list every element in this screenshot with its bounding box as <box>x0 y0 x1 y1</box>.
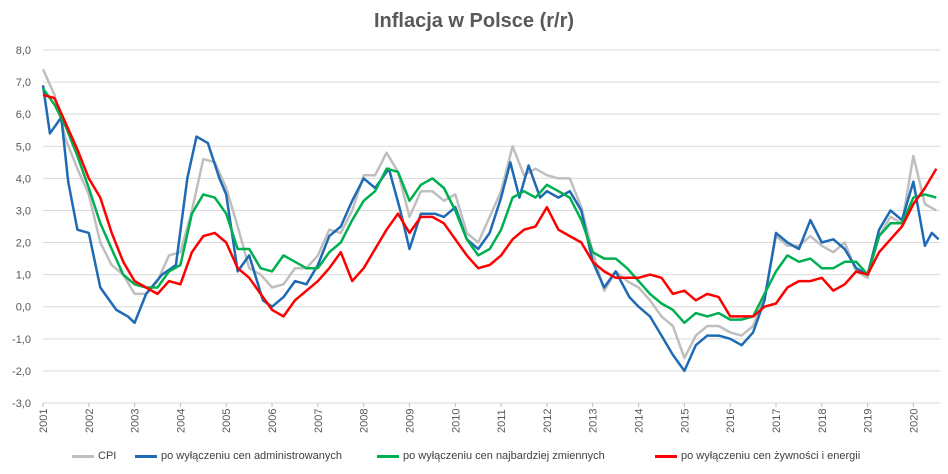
y-tick-label: -2,0 <box>12 366 31 378</box>
series-line-po-wylaczeniu-cen-zywnosci-i-energii <box>42 93 938 318</box>
x-tick-label: 2011 <box>496 409 508 433</box>
legend-item-volatile: po wyłączeniu cen najbardziej zmiennych <box>377 450 605 462</box>
x-tick-label: 2020 <box>908 409 920 433</box>
chart-title: Inflacja w Polsce (r/r) <box>373 10 575 32</box>
x-tick-label: 2013 <box>588 409 600 433</box>
y-tick-label: 2,0 <box>16 238 31 250</box>
x-tick-label: 2001 <box>38 409 50 433</box>
x-tick-label: 2004 <box>175 409 187 433</box>
y-tick-label: 5,0 <box>16 141 31 153</box>
x-tick-label: 2002 <box>84 409 96 433</box>
series-line-po-wylaczeniu-cen-administrowanych <box>41 85 940 373</box>
x-tick-label: 2012 <box>542 409 554 433</box>
y-axis-tick-labels: 8,0 7,0 6,0 5,0 4,0 3,0 2,0 1,0 0,0 -1,0 -2,0 -3,0 <box>12 45 31 410</box>
legend-swatch-admin <box>135 454 157 458</box>
legend-swatch-core <box>655 454 677 458</box>
y-tick-label: -1,0 <box>12 334 31 346</box>
x-tick-label: 2003 <box>130 409 142 433</box>
gridlines <box>42 49 940 407</box>
series-line-po-wylaczeniu-cen-najbardziej-zmiennych <box>41 87 937 325</box>
y-tick-label: 4,0 <box>16 173 31 185</box>
series-lines <box>41 68 940 373</box>
y-tick-label: 7,0 <box>16 77 31 89</box>
x-tick-label: 2016 <box>725 409 737 433</box>
x-tick-label: 2005 <box>221 409 233 433</box>
legend-label-admin: po wyłączeniu cen administrowanych <box>161 450 342 462</box>
legend-label-volatile: po wyłączeniu cen najbardziej zmiennych <box>403 450 605 462</box>
legend-swatch-volatile <box>377 454 399 458</box>
x-tick-label: 2017 <box>771 409 783 433</box>
legend-label-cpi: CPI <box>98 450 117 462</box>
x-tick-label: 2018 <box>817 409 829 433</box>
series-line-cpi <box>41 68 937 360</box>
legend-item-admin: po wyłączeniu cen administrowanych <box>135 450 342 462</box>
y-tick-label: 6,0 <box>16 109 31 121</box>
x-tick-label: 2009 <box>404 409 416 433</box>
legend: CPI po wyłączeniu cen administrowanych p… <box>0 450 948 468</box>
y-tick-label: 3,0 <box>16 205 31 217</box>
legend-label-core: po wyłączeniu cen żywności i energii <box>681 450 861 462</box>
x-tick-label: 2007 <box>313 409 325 433</box>
legend-item-core: po wyłączeniu cen żywności i energii <box>655 450 860 462</box>
x-tick-label: 2006 <box>267 409 279 433</box>
x-tick-label: 2008 <box>359 409 371 433</box>
y-tick-label: 0,0 <box>16 302 31 314</box>
x-axis-tick-labels: 2001 2002 2003 2004 2005 2006 2007 2008 2009 2010… <box>38 409 920 433</box>
x-tick-label: 2019 <box>863 409 875 433</box>
x-tick-label: 2015 <box>679 409 691 433</box>
x-tick-label: 2010 <box>450 409 462 433</box>
legend-swatch-cpi <box>72 454 94 458</box>
y-tick-label: -3,0 <box>12 398 31 410</box>
y-tick-label: 8,0 <box>16 45 31 57</box>
x-tick-label: 2014 <box>634 409 646 433</box>
y-tick-label: 1,0 <box>16 270 31 282</box>
legend-item-cpi: CPI <box>72 450 116 462</box>
